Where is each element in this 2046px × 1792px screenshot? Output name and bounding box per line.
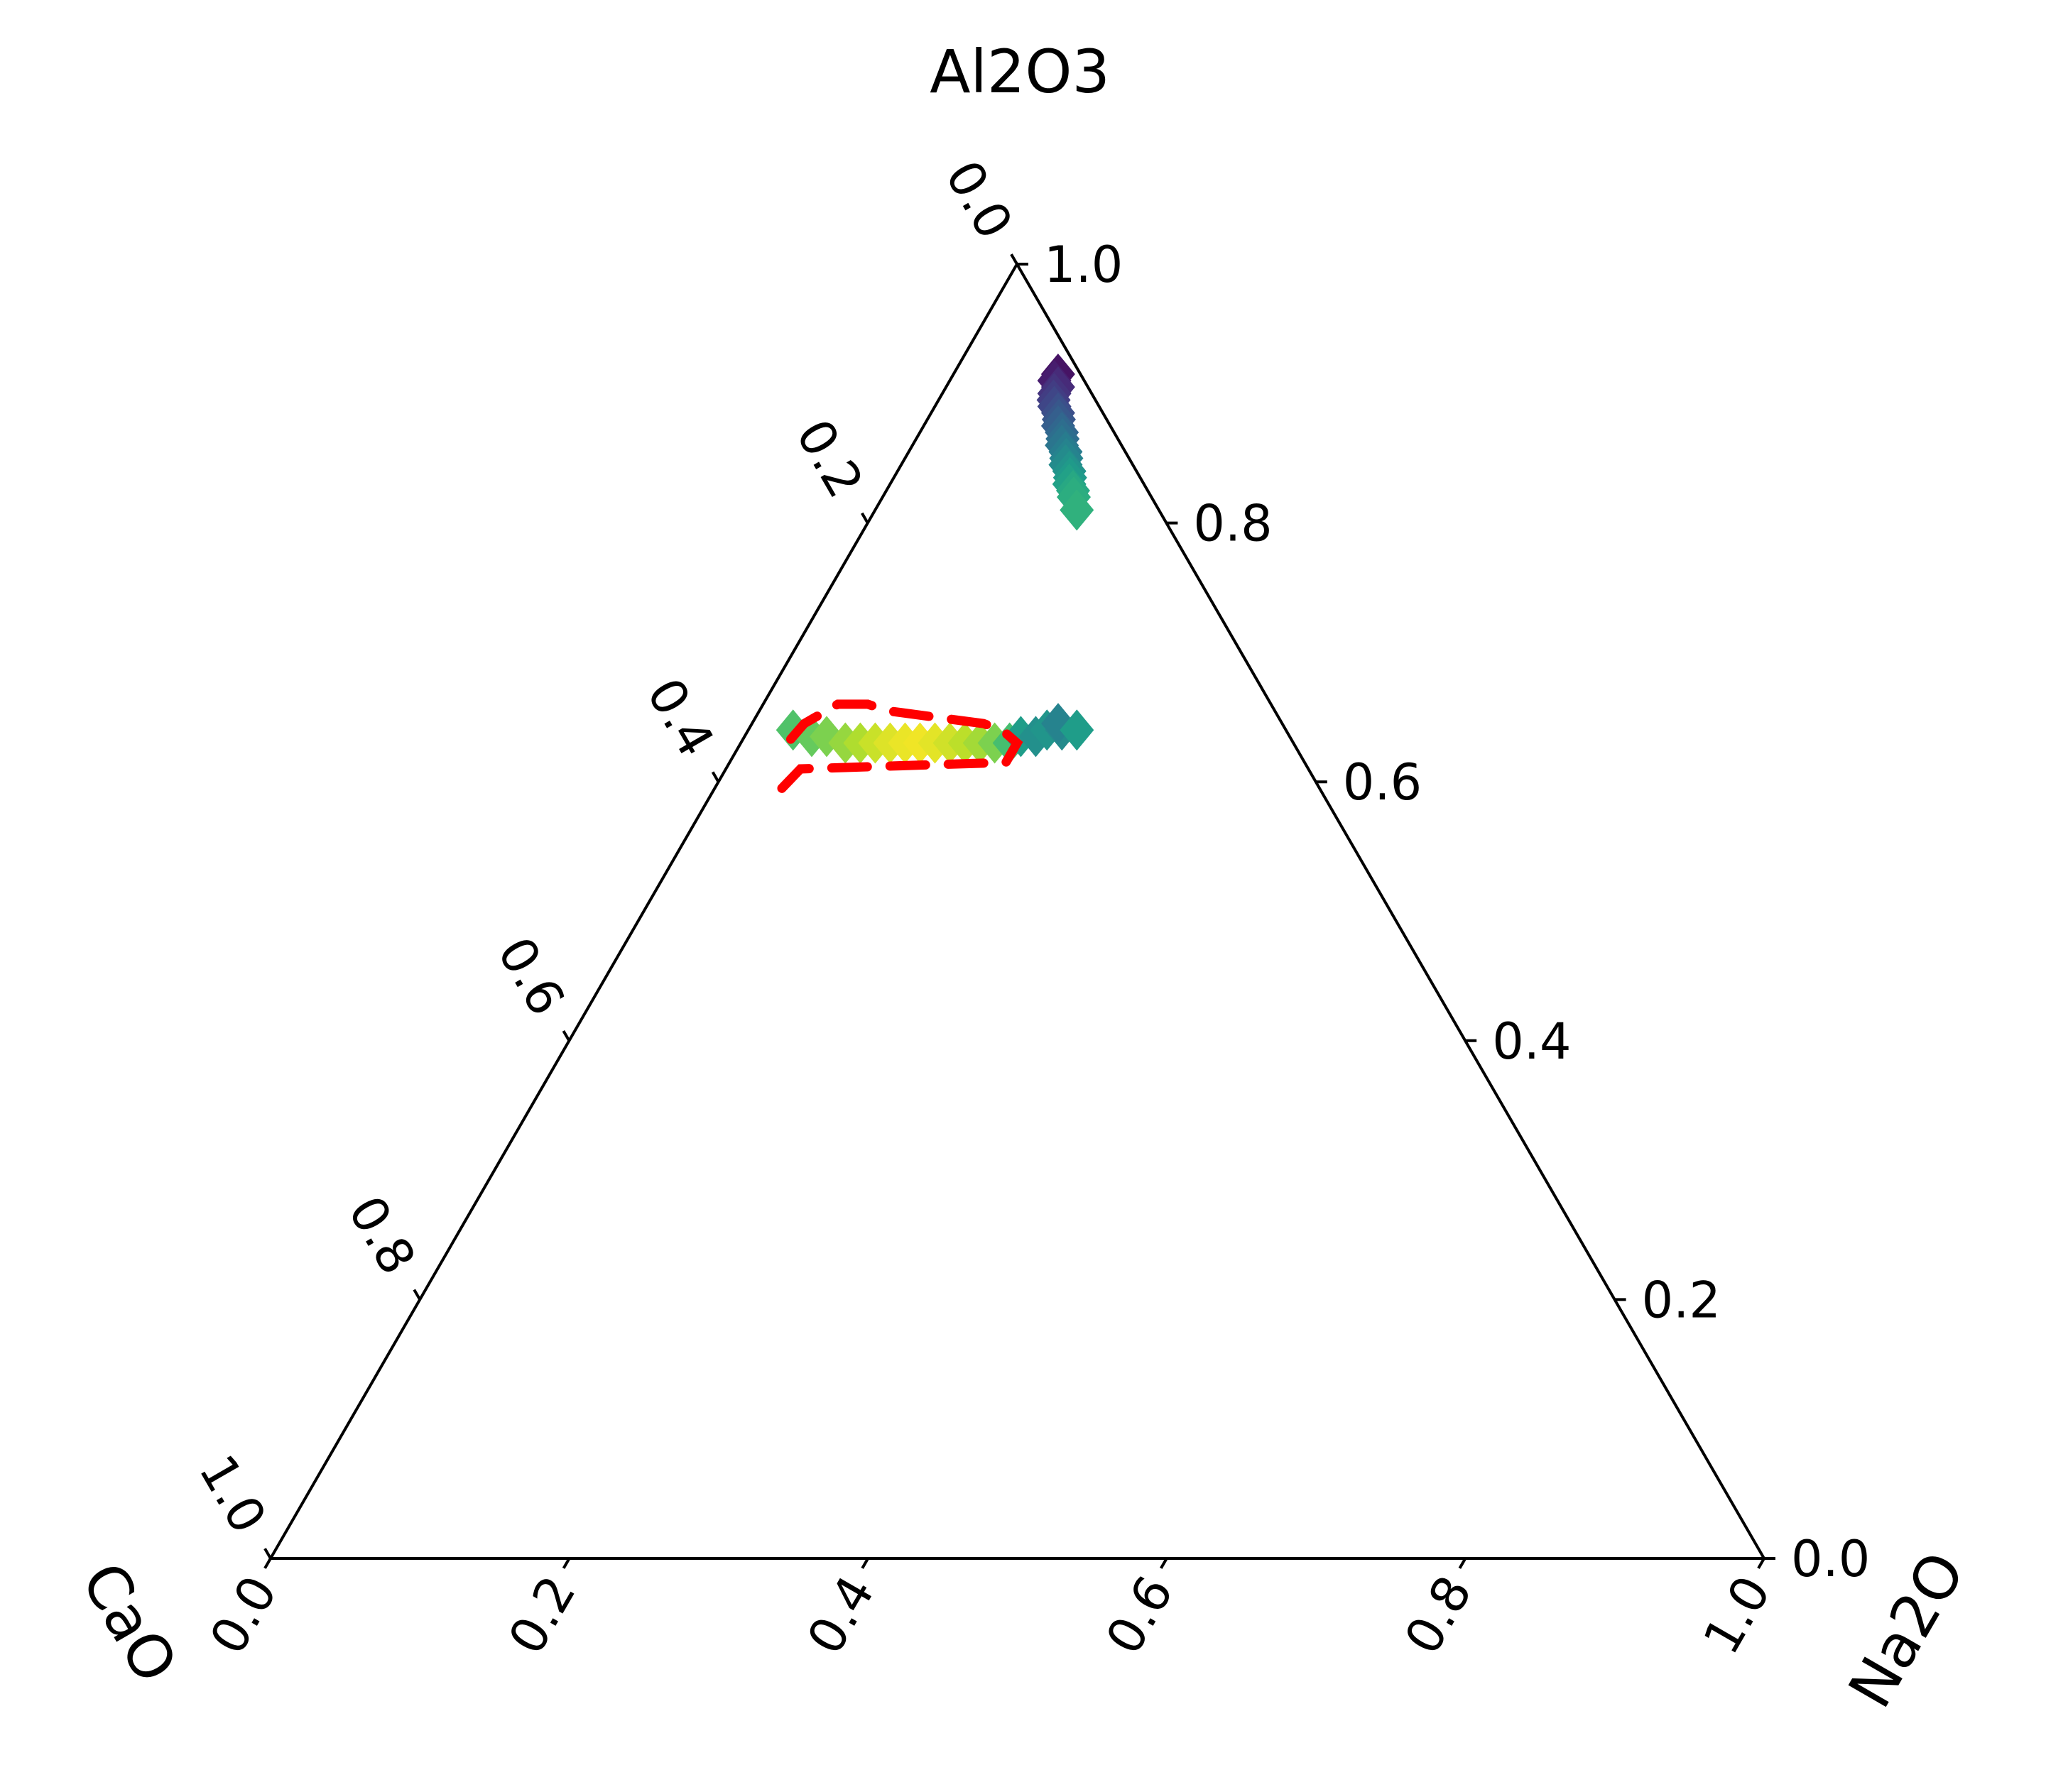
tick-bottom-1 bbox=[562, 1557, 571, 1569]
tick-label-bottom-0: 0.0 bbox=[199, 1566, 289, 1663]
axis-title-cao: CaO bbox=[68, 1551, 191, 1695]
scatter-points bbox=[776, 353, 1094, 764]
tick-label-bottom-4: 0.8 bbox=[1393, 1566, 1484, 1663]
tick-left-1 bbox=[861, 512, 869, 524]
tick-label-right-2: 0.4 bbox=[1492, 1012, 1571, 1071]
tick-label-left-3: 0.6 bbox=[486, 927, 577, 1025]
tick-label-right-5: 1.0 bbox=[1044, 236, 1123, 294]
triangle-frame bbox=[268, 261, 1767, 1560]
tick-bottom-5 bbox=[1757, 1557, 1765, 1569]
data-point-s1-19 bbox=[1041, 703, 1076, 745]
tick-bottom-0 bbox=[263, 1557, 272, 1569]
tick-label-bottom-2: 0.4 bbox=[796, 1566, 886, 1663]
tick-label-right-4: 0.8 bbox=[1193, 495, 1272, 553]
data-point-s1-20 bbox=[1060, 709, 1094, 751]
axis-ticks bbox=[263, 253, 1775, 1569]
tick-left-2 bbox=[711, 771, 720, 783]
tick-label-right-3: 0.6 bbox=[1343, 753, 1422, 812]
tick-bottom-4 bbox=[1458, 1557, 1467, 1569]
tick-left-0 bbox=[1010, 253, 1018, 266]
tick-label-bottom-1: 0.2 bbox=[497, 1566, 587, 1663]
tick-labels: 0.0 0.0 0.0 0.2 0.2 0.2 0.4 0.4 0.4 0.6 0.6 0.6 0.8 0… bbox=[187, 151, 1870, 1664]
tick-label-bottom-3: 0.6 bbox=[1094, 1566, 1185, 1663]
tick-label-left-5: 1.0 bbox=[187, 1446, 278, 1543]
tick-bottom-3 bbox=[1160, 1557, 1168, 1569]
tick-left-3 bbox=[562, 1029, 571, 1042]
tick-label-right-1: 0.2 bbox=[1642, 1271, 1721, 1329]
tick-label-left-4: 0.8 bbox=[337, 1186, 427, 1284]
tick-label-bottom-5: 1.0 bbox=[1692, 1566, 1783, 1663]
tick-bottom-2 bbox=[861, 1557, 869, 1569]
tick-label-left-1: 0.2 bbox=[785, 410, 875, 507]
tick-left-5 bbox=[263, 1548, 272, 1560]
axis-title-al2o3: Al2O3 bbox=[930, 37, 1110, 106]
tick-label-right-0: 0.0 bbox=[1791, 1530, 1870, 1588]
data-point-s0-20 bbox=[1060, 489, 1094, 531]
tick-left-4 bbox=[413, 1289, 421, 1301]
tick-label-left-2: 0.4 bbox=[636, 669, 726, 766]
tick-label-left-0: 0.0 bbox=[934, 151, 1024, 248]
dashed-outline bbox=[773, 699, 1023, 793]
